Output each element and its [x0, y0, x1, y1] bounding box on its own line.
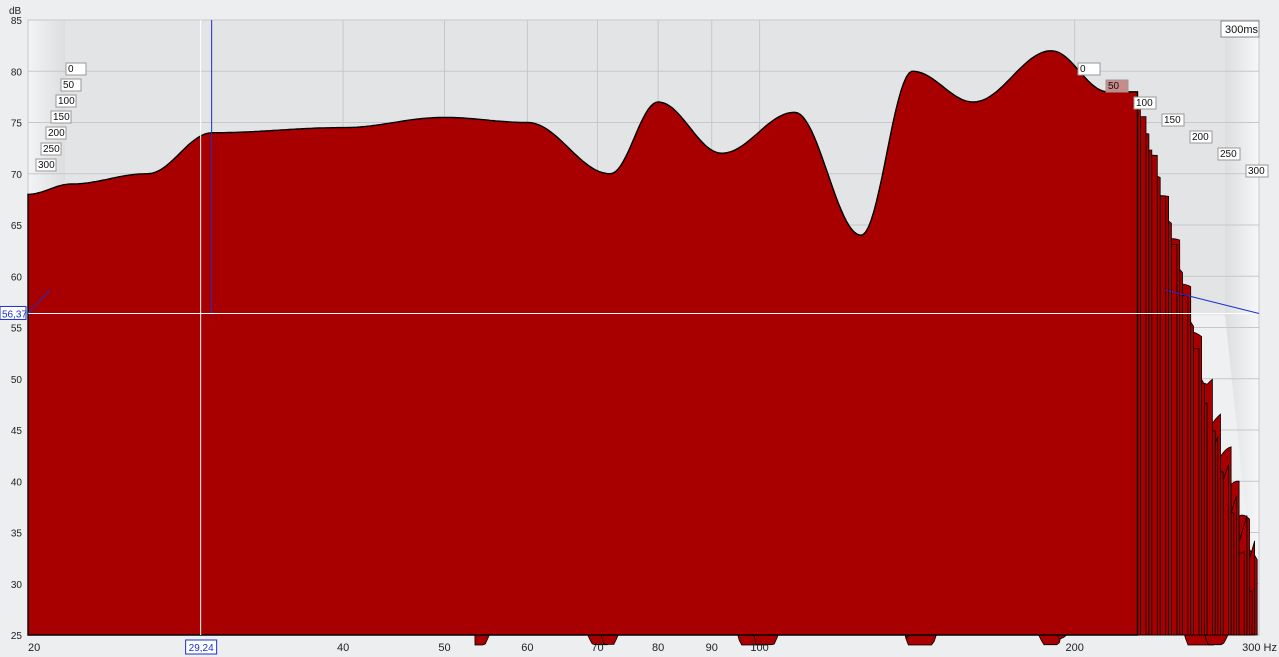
y-tick-label: 60: [11, 272, 23, 283]
time-label-right: 0: [1080, 64, 1086, 75]
y-tick-label: 25: [11, 631, 23, 642]
x-tick-label: 60: [521, 642, 533, 654]
x-tick-label: 50: [438, 642, 450, 654]
time-label-box: [65, 62, 87, 76]
y-tick-label: 75: [11, 119, 23, 130]
y-tick-label: 55: [11, 324, 23, 335]
time-label-left: 0: [68, 64, 74, 75]
time-label-box: [35, 158, 57, 172]
x-tick-label: 100: [750, 642, 768, 654]
x-axis: 20 40 50 60 70 80 90 100 200 300 Hz: [28, 642, 1277, 654]
time-label-left: 50: [63, 80, 75, 91]
time-label-box: [1217, 147, 1241, 161]
time-label-right: 100: [1136, 98, 1153, 109]
time-label-right: 50: [1108, 81, 1120, 92]
time-label-box: [40, 142, 62, 156]
time-label-box: [1105, 79, 1129, 93]
y-axis: 85 80 75 70 65 60 55 50 45 40 35 30 25: [11, 16, 23, 642]
time-label-box: [1133, 96, 1157, 110]
time-slice-labels: 0 0 50 50 100 100 150 150 200 200 250 250 300 300: [35, 62, 1269, 178]
x-tick-label: 90: [706, 642, 718, 654]
cursor-y-readout-box: [0, 305, 27, 320]
time-label-right: 150: [1164, 115, 1181, 126]
time-label-left: 250: [43, 144, 60, 155]
cursor-x-readout: 29,24: [189, 643, 214, 654]
time-label-right: 250: [1220, 149, 1237, 160]
y-unit-label: dB: [9, 6, 22, 17]
y-tick-label: 65: [11, 221, 23, 232]
cursor-depth-line-left: [27, 289, 51, 314]
time-label-left: 200: [48, 128, 65, 139]
x-tick-label: 40: [337, 642, 349, 654]
time-unit-label: 300ms: [1225, 24, 1259, 36]
time-label-right: 200: [1192, 132, 1209, 143]
y-tick-label: 35: [11, 529, 23, 540]
time-label-box: [45, 126, 67, 140]
time-label-box: [1245, 164, 1269, 178]
waterfall-slices: [27, 50, 1258, 646]
cursor-depth-line-right: [1164, 289, 1260, 314]
time-label-box: [1161, 113, 1185, 127]
time-label-box: [1077, 62, 1101, 76]
y-tick-label: 30: [11, 580, 23, 591]
time-label-box: [50, 110, 72, 124]
time-label-left: 150: [53, 112, 70, 123]
y-tick-label: 80: [11, 67, 23, 78]
cursor-crosshair[interactable]: 56,37 29,24: [0, 20, 1260, 655]
x-tick-label: 300 Hz: [1242, 642, 1277, 654]
y-tick-label: 45: [11, 426, 23, 437]
time-label-left: 100: [58, 96, 75, 107]
y-tick-label: 50: [11, 375, 23, 386]
time-label-box: [60, 78, 82, 92]
y-tick-label: 85: [11, 16, 23, 27]
y-tick-label: 40: [11, 477, 23, 488]
time-label-box: [55, 94, 77, 108]
x-tick-label: 200: [1066, 642, 1084, 654]
cursor-y-readout: 56,37: [2, 309, 27, 320]
time-label-right: 300: [1248, 166, 1265, 177]
x-tick-label: 70: [591, 642, 603, 654]
x-tick-label: 80: [652, 642, 664, 654]
time-label-box: [1189, 130, 1213, 144]
cursor-x-readout-box: [185, 639, 218, 655]
time-unit-box: [1220, 20, 1260, 38]
y-tick-label: 70: [11, 170, 23, 181]
time-label-left: 300: [38, 160, 55, 171]
x-tick-label: 20: [28, 642, 40, 654]
